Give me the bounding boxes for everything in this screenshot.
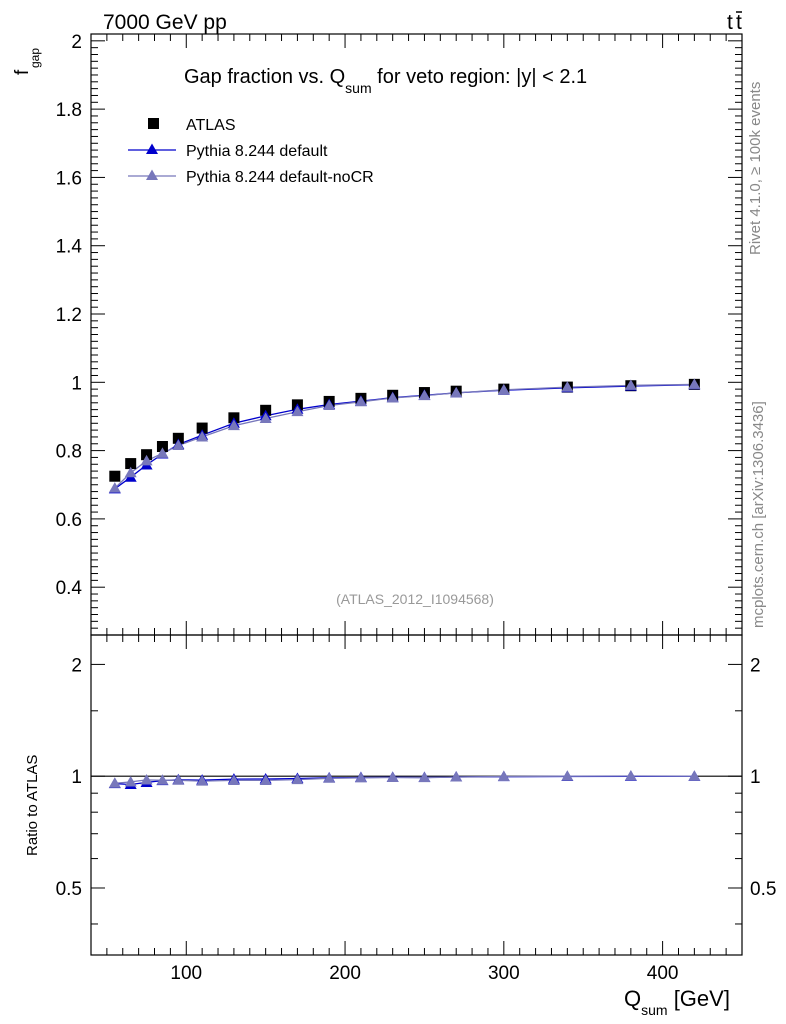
ratio-nocr-point (156, 774, 169, 785)
ratio-nocr-point (450, 771, 463, 782)
main-y-tick-label: 1.2 (56, 305, 82, 326)
atlas-data-point (196, 422, 208, 434)
nocr-data-point (418, 389, 431, 401)
ratio-nocr-point (291, 773, 304, 785)
ratio-panel-frame (90, 634, 743, 956)
main-y-tick-label: 1.4 (56, 237, 83, 258)
nocr-data-point (291, 405, 304, 417)
ratio-y-tick-label-right: 1 (750, 767, 761, 788)
process-label-t: t (727, 11, 733, 34)
main-y-tick-label: 1.8 (56, 100, 82, 121)
ratio-y-tick-label-right: 2 (750, 655, 761, 676)
ratio-nocr-point (140, 773, 153, 785)
x-tick-label: 100 (170, 963, 202, 984)
nocr-data-point (140, 454, 153, 466)
chart-title: Gap fraction vs. Qsum for veto region: |… (184, 66, 587, 96)
nocr-data-point (386, 392, 399, 403)
ratio-nocr-point (108, 777, 121, 788)
ratio-nocr-point (323, 772, 336, 783)
atlas-data-point (141, 449, 153, 461)
atlas-data-point (156, 441, 168, 453)
ratio-nocr-point (227, 774, 240, 785)
chart-title-sub: sum (345, 80, 371, 96)
rivet-label: Rivet 4.1.0, ≥ 100k events (747, 82, 764, 255)
nocr-data-point (561, 381, 574, 392)
energy-label: 7000 GeV pp (103, 11, 227, 34)
main-y-tick-label: 0.6 (56, 510, 82, 531)
ratio-nocr-point (561, 770, 574, 781)
process-label-tbar: t (736, 11, 742, 34)
main-y-tick-label: 1 (71, 373, 82, 394)
main-ylabel-sub: gap (28, 48, 42, 68)
atlas-data-point (125, 458, 137, 470)
x-tick-label: 200 (329, 963, 361, 984)
nocr-data-point (172, 439, 185, 450)
chart-title-pre: Gap fraction vs. Q (184, 66, 345, 88)
main-y-tick-label: 0.8 (56, 442, 82, 463)
nocr-data-point (354, 395, 367, 407)
x-axis-label: Qsum [GeV] (624, 986, 730, 1018)
x-axis-label-post: [GeV] (668, 986, 730, 1011)
main-ylabel-main: f (12, 69, 33, 75)
chart-title-post: for veto region: |y| < 2.1 (372, 66, 588, 88)
ratio-y-tick-label-left: 2 (71, 655, 82, 676)
nocr-data-point (450, 386, 463, 398)
ratio-nocr-point (386, 771, 399, 782)
atlas-data-point (172, 432, 184, 444)
ratio-ylabel: Ratio to ATLAS (24, 755, 41, 856)
ratio-nocr-point (124, 775, 137, 787)
legend-label-nocr: Pythia 8.244 default-noCR (186, 169, 374, 186)
process-label: t t (727, 11, 742, 34)
ratio-nocr-point (418, 771, 431, 783)
x-tick-label: 400 (647, 963, 679, 984)
ratio-y-tick-label-left: 1 (71, 767, 82, 788)
legend-label-atlas: ATLAS (186, 117, 236, 134)
ratio-nocr-point (259, 774, 272, 785)
nocr-data-point (323, 399, 336, 411)
legend-label-default: Pythia 8.244 default (186, 143, 328, 160)
legend-marker-nocr (146, 169, 158, 180)
nocr-data-point (196, 430, 209, 442)
atlas-data-point (109, 470, 121, 482)
analysis-label: (ATLAS_2012_I1094568) (336, 591, 494, 607)
x-axis-label-sub: sum (641, 1002, 667, 1018)
nocr-data-point (156, 447, 169, 458)
main-y-tick-label: 2 (71, 32, 82, 53)
ratio-y-tick-label-left: 0.5 (56, 879, 82, 900)
x-axis-label-main: Q (624, 986, 641, 1011)
main-plot-layer: 0.4 0.6 0.8 1 1.2 1.4 1.6 1.8 2 (56, 32, 742, 635)
ratio-plot-layer: 100 200 300 400 0.5 0.5 1 1 2 2 (56, 635, 776, 984)
legend-marker-default (146, 143, 158, 154)
nocr-data-point (688, 378, 701, 389)
main-ylabel: f gap (12, 48, 42, 75)
ratio-y-tick-label-right: 0.5 (750, 879, 776, 900)
nocr-data-point (497, 383, 510, 395)
nocr-data-point (108, 482, 121, 493)
ratio-nocr-point (196, 775, 209, 786)
legend-marker-atlas (148, 118, 159, 129)
ratio-nocr-point (624, 770, 637, 781)
main-y-tick-label: 0.4 (56, 578, 83, 599)
ratio-nocr-point (688, 770, 701, 781)
legend: ATLAS Pythia 8.244 default Pythia 8.244 … (128, 117, 374, 186)
nocr-data-point (227, 419, 240, 431)
mcplots-label: mcplots.cern.ch [arXiv:1306.3436] (750, 401, 767, 628)
ratio-nocr-point (354, 771, 367, 783)
nocr-data-point (124, 466, 137, 478)
ratio-nocr-point (172, 774, 185, 785)
main-y-tick-label: 1.6 (56, 168, 82, 189)
ratio-nocr-point (497, 770, 510, 782)
nocr-data-point (259, 412, 272, 424)
x-tick-label: 300 (488, 963, 520, 984)
nocr-data-point (624, 379, 637, 390)
